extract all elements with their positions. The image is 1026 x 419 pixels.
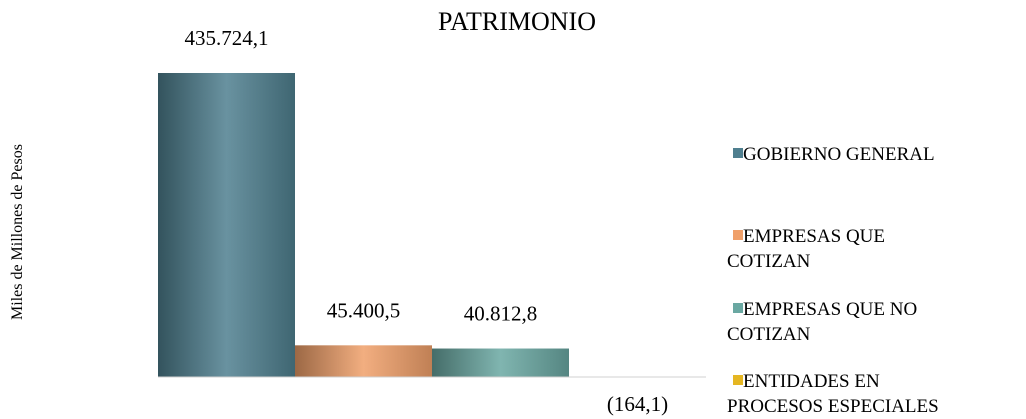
y-axis-label: Miles de Millones de Pesos xyxy=(9,144,26,320)
legend-item-4: ENTIDADES EN PROCESOS ESPECIALES xyxy=(727,371,939,417)
legend-item-1: GOBIERNO GENERAL xyxy=(733,144,935,165)
legend-item-3: EMPRESAS QUE NO COTIZAN xyxy=(727,299,917,345)
bar-3 xyxy=(432,348,569,377)
data-label-4: (164,1) xyxy=(607,392,668,416)
legend-label-4: ENTIDADES EN PROCESOS ESPECIALES xyxy=(727,371,939,417)
legend-swatch-1 xyxy=(733,148,743,158)
legend-item-2: EMPRESAS QUE COTIZAN xyxy=(727,226,885,272)
bar-1 xyxy=(158,73,295,377)
legend-label-1: GOBIERNO GENERAL xyxy=(743,144,935,165)
legend-label-2: EMPRESAS QUE COTIZAN xyxy=(727,226,885,272)
legend-swatch-2 xyxy=(733,230,743,240)
legend: GOBIERNO GENERAL EMPRESAS QUE COTIZAN EMPRE… xyxy=(727,144,939,417)
chart-title: PATRIMONIO xyxy=(438,7,596,36)
legend-label-3: EMPRESAS QUE NO COTIZAN xyxy=(727,299,917,345)
data-label-2: 45.400,5 xyxy=(327,298,401,322)
bar-2 xyxy=(295,345,432,377)
data-label-1: 435.724,1 xyxy=(185,26,269,50)
data-label-3: 40.812,8 xyxy=(464,302,538,326)
legend-swatch-3 xyxy=(733,303,743,313)
bars-group xyxy=(158,73,706,378)
legend-swatch-4 xyxy=(733,375,743,385)
data-labels-group: 435.724,1 45.400,5 40.812,8 (164,1) xyxy=(185,26,669,416)
